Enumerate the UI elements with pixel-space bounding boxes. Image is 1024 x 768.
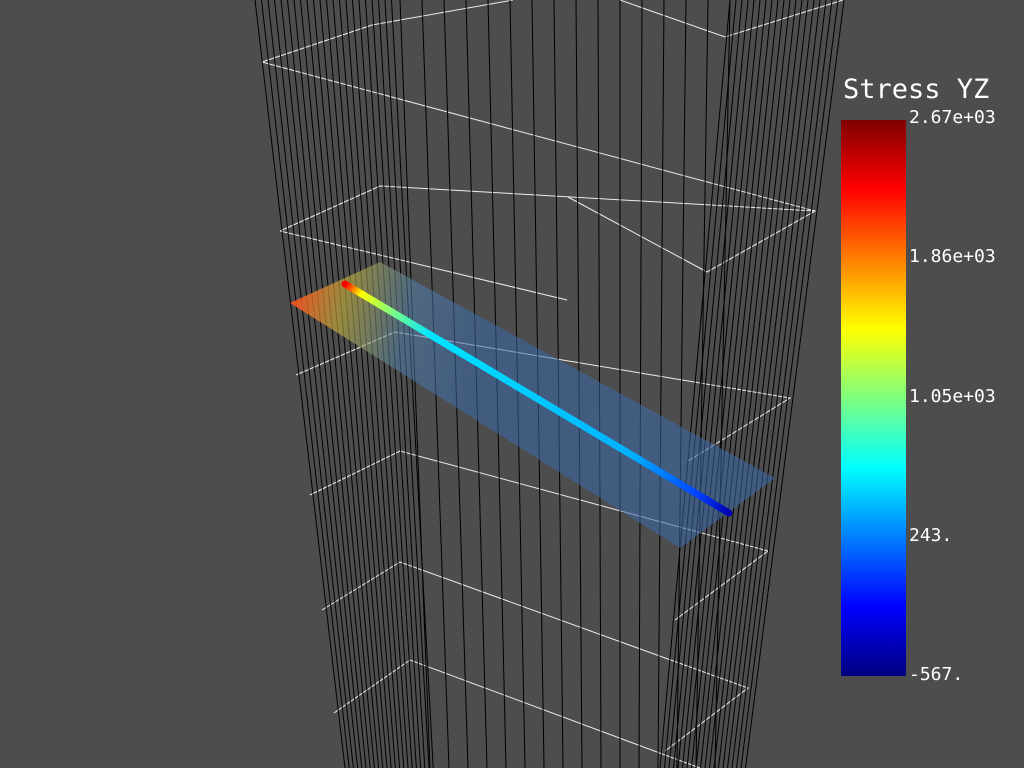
- mesh-edge: [736, 0, 833, 768]
- mesh-edge: [287, 0, 367, 768]
- mesh-edge: [695, 0, 779, 768]
- mesh-edge: [326, 0, 392, 768]
- colorbar-tick-label: 243.: [909, 525, 953, 546]
- mesh-edge: [638, 0, 643, 768]
- mesh-edge: [686, 0, 767, 768]
- mesh-edge: [365, 0, 417, 768]
- mesh-edge: [332, 0, 396, 768]
- mesh-edge: [280, 0, 363, 768]
- mesh-edge: [384, 0, 430, 768]
- colorbar-tick-label: 1.86e+03: [909, 246, 996, 267]
- mesh-edge: [313, 0, 384, 768]
- mesh-edge: [731, 0, 827, 768]
- mesh-edge: [300, 0, 375, 768]
- outline-frame: [321, 561, 750, 752]
- mesh-edge: [676, 0, 687, 768]
- mesh-edge: [254, 0, 346, 768]
- colorbar: [841, 120, 906, 676]
- mesh-edge: [391, 0, 434, 768]
- outline-frame: [261, 61, 817, 273]
- mesh-edges: [254, 0, 845, 768]
- mesh-edge: [713, 0, 803, 768]
- crack-plane: [290, 262, 775, 548]
- mesh-edge: [345, 0, 405, 768]
- mesh-edge: [399, 0, 431, 768]
- mesh-edge: [695, 0, 709, 768]
- mesh-edge: [659, 0, 731, 768]
- colorbar-tick-label: -567.: [909, 664, 964, 685]
- mesh-edge: [664, 0, 737, 768]
- mesh-edge: [727, 0, 821, 768]
- mesh-edge: [274, 0, 359, 768]
- mesh-edge: [682, 0, 761, 768]
- mesh-edge: [668, 0, 743, 768]
- colorbar-tick-label: 2.67e+03: [909, 107, 996, 128]
- mesh-edge: [352, 0, 409, 768]
- mesh-edge: [306, 0, 380, 768]
- mesh-edge: [700, 0, 785, 768]
- mesh-edge: [657, 0, 665, 768]
- crack-front-line: [341, 280, 733, 517]
- mesh-edge: [714, 0, 731, 768]
- mesh-edge: [371, 0, 422, 768]
- outline-frame: [279, 185, 816, 232]
- mesh-edge: [722, 0, 815, 768]
- mesh-edge: [319, 0, 388, 768]
- mesh-edge: [339, 0, 401, 768]
- colorbar-title: Stress YZ: [843, 74, 990, 105]
- mesh-edge: [718, 0, 809, 768]
- mesh-edge: [709, 0, 797, 768]
- outline-frame: [309, 450, 770, 621]
- mesh-edge: [261, 0, 350, 768]
- mesh-edge: [358, 0, 413, 768]
- mesh-edge: [677, 0, 755, 768]
- mesh-edge: [267, 0, 354, 768]
- mesh-edge: [293, 0, 371, 768]
- outline-frame: [333, 659, 701, 768]
- mesh-edge: [704, 0, 791, 768]
- mesh-edge: [378, 0, 426, 768]
- mesh-edge: [745, 0, 845, 768]
- mesh-edge: [740, 0, 839, 768]
- outline-frame: [279, 230, 568, 301]
- mesh-edge: [673, 0, 749, 768]
- outline-frame: [619, 0, 844, 38]
- colorbar-tick-label: 1.05e+03: [909, 386, 996, 407]
- mesh-edge: [691, 0, 773, 768]
